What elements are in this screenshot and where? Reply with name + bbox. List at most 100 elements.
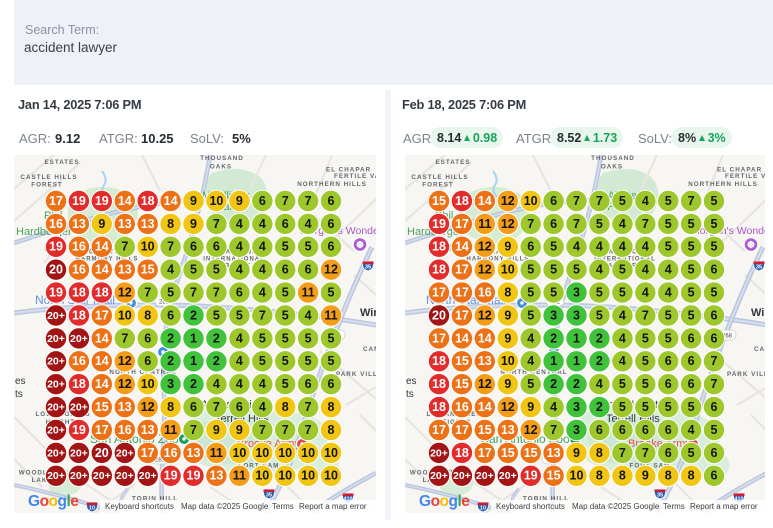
svg-text:20+: 20+ bbox=[116, 470, 134, 482]
svg-text:13: 13 bbox=[118, 400, 132, 414]
svg-text:5: 5 bbox=[527, 263, 534, 277]
svg-text:10: 10 bbox=[232, 446, 246, 460]
svg-text:12: 12 bbox=[501, 400, 515, 414]
svg-text:13: 13 bbox=[72, 217, 86, 231]
svg-text:11: 11 bbox=[324, 308, 337, 322]
svg-text:10: 10 bbox=[480, 505, 486, 511]
svg-text:17: 17 bbox=[455, 263, 469, 277]
svg-text:12: 12 bbox=[501, 194, 515, 208]
svg-text:17: 17 bbox=[455, 308, 469, 322]
svg-text:1: 1 bbox=[573, 331, 580, 345]
svg-text:HEIGHTS: HEIGHTS bbox=[437, 419, 472, 426]
svg-text:15: 15 bbox=[141, 263, 155, 277]
svg-text:5: 5 bbox=[711, 194, 718, 208]
svg-text:4: 4 bbox=[259, 285, 266, 299]
svg-text:TOBIN HILL: TOBIN HILL bbox=[132, 496, 178, 503]
svg-text:5: 5 bbox=[619, 285, 626, 299]
svg-text:13: 13 bbox=[209, 469, 223, 483]
svg-text:6: 6 bbox=[665, 354, 672, 368]
svg-text:OAKS: OAKS bbox=[210, 164, 232, 171]
svg-text:8: 8 bbox=[688, 469, 695, 483]
svg-text:4: 4 bbox=[665, 285, 672, 299]
svg-text:7: 7 bbox=[190, 423, 197, 437]
svg-text:2: 2 bbox=[190, 308, 197, 322]
svg-text:10: 10 bbox=[524, 194, 538, 208]
svg-text:4: 4 bbox=[236, 331, 243, 345]
svg-text:Map data ©2025 Google: Map data ©2025 Google bbox=[181, 502, 269, 511]
svg-text:13: 13 bbox=[141, 217, 155, 231]
svg-text:8: 8 bbox=[167, 217, 174, 231]
svg-text:4: 4 bbox=[213, 377, 220, 391]
svg-text:20+: 20+ bbox=[93, 470, 111, 482]
svg-text:12: 12 bbox=[524, 423, 538, 437]
svg-text:7: 7 bbox=[190, 285, 197, 299]
svg-text:8: 8 bbox=[282, 400, 289, 414]
svg-text:7: 7 bbox=[213, 217, 220, 231]
svg-text:12: 12 bbox=[478, 240, 492, 254]
svg-text:14: 14 bbox=[455, 331, 469, 345]
svg-text:7: 7 bbox=[642, 308, 649, 322]
svg-text:5: 5 bbox=[259, 354, 266, 368]
svg-text:THOUSAND: THOUSAND bbox=[200, 155, 244, 162]
svg-text:6: 6 bbox=[236, 400, 243, 414]
svg-text:5: 5 bbox=[328, 354, 335, 368]
svg-text:7: 7 bbox=[573, 194, 580, 208]
svg-text:18: 18 bbox=[72, 377, 86, 391]
svg-text:4: 4 bbox=[236, 240, 243, 254]
svg-text:11: 11 bbox=[301, 285, 314, 299]
svg-text:PARK VILL.: PARK VILL. bbox=[336, 371, 376, 378]
svg-text:4: 4 bbox=[665, 263, 672, 277]
svg-text:7: 7 bbox=[282, 423, 289, 437]
svg-text:5: 5 bbox=[282, 308, 289, 322]
svg-text:20+: 20+ bbox=[47, 447, 65, 459]
svg-text:10: 10 bbox=[89, 505, 95, 511]
svg-text:5: 5 bbox=[642, 377, 649, 391]
svg-text:5: 5 bbox=[550, 285, 557, 299]
svg-text:5: 5 bbox=[550, 240, 557, 254]
svg-text:GREATER: GREATER bbox=[480, 250, 516, 256]
svg-text:14: 14 bbox=[95, 240, 109, 254]
svg-text:6: 6 bbox=[665, 423, 672, 437]
svg-text:6: 6 bbox=[642, 423, 649, 437]
svg-text:20: 20 bbox=[432, 308, 446, 322]
svg-text:12: 12 bbox=[118, 285, 132, 299]
svg-text:18: 18 bbox=[72, 285, 86, 299]
svg-text:NORTH CENTRAL: NORTH CENTRAL bbox=[109, 369, 176, 376]
svg-text:14: 14 bbox=[95, 263, 109, 277]
svg-text:WOODLAWN: WOODLAWN bbox=[19, 470, 65, 477]
svg-text:5: 5 bbox=[596, 217, 603, 231]
svg-text:9: 9 bbox=[213, 423, 220, 437]
svg-text:5: 5 bbox=[688, 217, 695, 231]
svg-text:18: 18 bbox=[432, 377, 446, 391]
svg-text:7: 7 bbox=[213, 285, 220, 299]
svg-text:15: 15 bbox=[524, 446, 538, 460]
svg-text:14: 14 bbox=[478, 331, 492, 345]
svg-text:7: 7 bbox=[573, 217, 580, 231]
svg-text:10: 10 bbox=[141, 377, 155, 391]
svg-text:THOUSAND: THOUSAND bbox=[591, 155, 635, 162]
svg-text:12: 12 bbox=[141, 400, 155, 414]
svg-text:14: 14 bbox=[118, 194, 132, 208]
svg-text:5: 5 bbox=[282, 377, 289, 391]
svg-text:Report a map error: Report a map error bbox=[690, 502, 758, 511]
svg-text:6: 6 bbox=[259, 194, 266, 208]
svg-text:6: 6 bbox=[711, 263, 718, 277]
svg-text:18: 18 bbox=[432, 400, 446, 414]
svg-text:15: 15 bbox=[455, 354, 469, 368]
svg-text:16: 16 bbox=[455, 400, 469, 414]
svg-text:15: 15 bbox=[95, 400, 109, 414]
svg-text:Terms: Terms bbox=[272, 502, 294, 511]
svg-text:19: 19 bbox=[432, 217, 446, 231]
svg-text:6: 6 bbox=[328, 240, 335, 254]
svg-text:20+: 20+ bbox=[47, 470, 65, 482]
svg-text:5: 5 bbox=[711, 217, 718, 231]
svg-text:1: 1 bbox=[573, 354, 580, 368]
svg-text:3: 3 bbox=[573, 423, 580, 437]
svg-text:9: 9 bbox=[504, 331, 511, 345]
svg-text:4: 4 bbox=[688, 423, 695, 437]
svg-text:5: 5 bbox=[213, 308, 220, 322]
svg-text:2: 2 bbox=[573, 377, 580, 391]
svg-text:20+: 20+ bbox=[70, 447, 88, 459]
svg-text:18: 18 bbox=[432, 263, 446, 277]
svg-text:NORTHERN HILLS: NORTHERN HILLS bbox=[297, 181, 367, 188]
